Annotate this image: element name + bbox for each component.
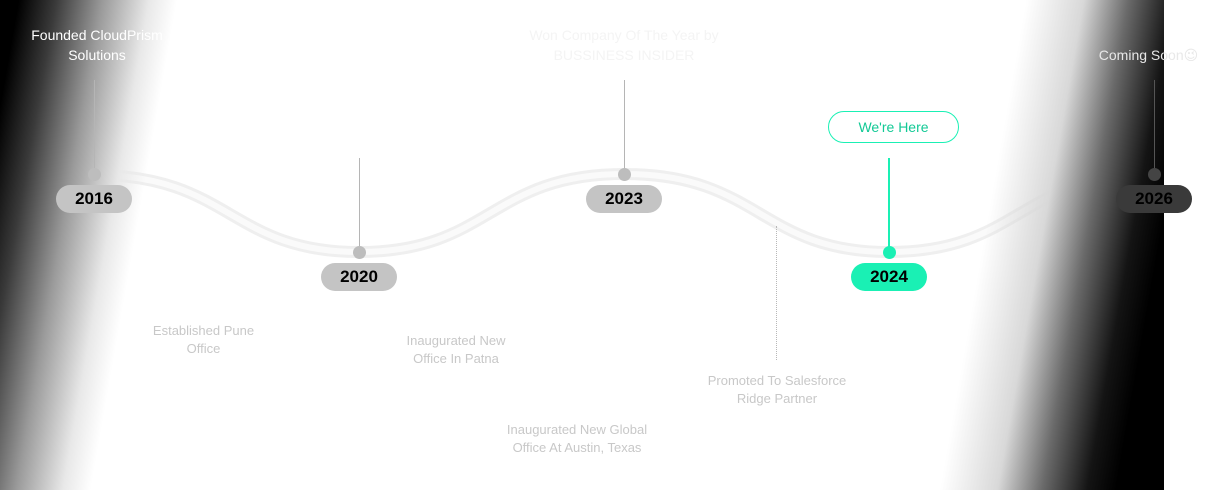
milestone-2020-stem	[359, 158, 360, 246]
milestone-2023-label: Won Company Of The Year by BUSSINESS INS…	[529, 27, 719, 63]
milestone-2016-stem	[94, 80, 95, 170]
milestone-2024-dot	[883, 246, 896, 259]
milestone-2026-year: 2026	[1116, 185, 1192, 213]
milestone-2023-stem	[624, 80, 625, 169]
event-patna-office: Inaugurated New Office In Patna	[406, 333, 506, 366]
event-pune-office: Established Pune Office	[152, 323, 255, 356]
milestone-2016-dot	[88, 168, 101, 181]
milestone-2020-dot	[353, 246, 366, 259]
milestone-2026-stem	[1154, 80, 1155, 170]
milestone-2024-stem	[888, 158, 890, 248]
milestone-2016-label: Founded CloudPrism Solutions	[31, 27, 163, 63]
milestone-2023-year: 2023	[586, 185, 662, 213]
milestone-2016-year: 2016	[56, 185, 132, 213]
salesforce-event-connector	[776, 226, 777, 360]
milestone-2026-label: Coming Soon😉	[1098, 47, 1199, 63]
milestone-2026-dot	[1148, 168, 1161, 181]
right-margin	[1164, 0, 1205, 490]
milestone-2023-dot	[618, 168, 631, 181]
milestone-2020-year: 2020	[321, 263, 397, 291]
were-here-button[interactable]: We're Here	[828, 111, 959, 143]
event-salesforce-partner: Promoted To Salesforce Ridge Partner	[707, 373, 847, 406]
event-austin-office: Inaugurated New Global Office At Austin,…	[506, 422, 648, 455]
milestone-2024-year: 2024	[851, 263, 927, 291]
milestone-2020-label: Won Startup Of The Year by Blossom Media	[271, 105, 447, 141]
